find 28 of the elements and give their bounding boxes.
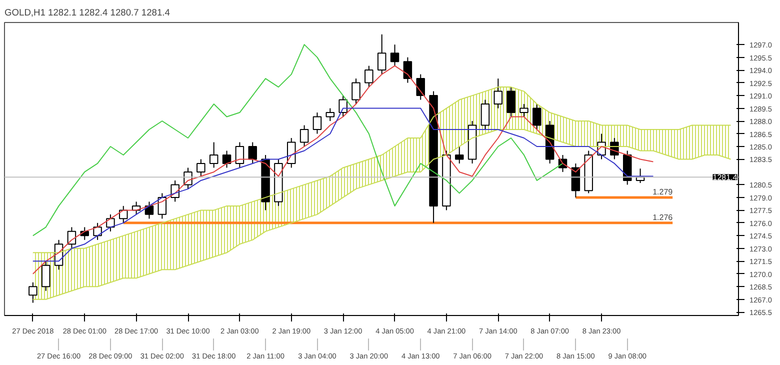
candlestick	[403, 56, 412, 84]
annotation: 1.276	[652, 212, 674, 222]
candlestick	[209, 142, 218, 168]
candlestick	[312, 112, 322, 134]
candlestick	[248, 142, 257, 164]
candlestick	[520, 104, 528, 118]
candlestick	[196, 158, 206, 177]
candlestick	[41, 260, 50, 292]
candlestick	[454, 146, 464, 164]
candlestick	[222, 150, 232, 168]
candlestick	[235, 142, 244, 168]
candlestick	[390, 44, 400, 66]
ref-line-label: 1281.4	[712, 173, 738, 182]
annotation: 1.279	[652, 187, 674, 196]
candlestick	[506, 86, 516, 118]
candlestick	[28, 282, 38, 304]
candlestick	[532, 104, 542, 130]
candlestick	[338, 95, 348, 118]
candlestick	[119, 205, 128, 224]
candlestick	[287, 138, 296, 168]
candlestick	[326, 108, 335, 122]
candlestick	[364, 65, 374, 88]
candlestick	[480, 99, 490, 130]
candlestick	[494, 78, 503, 109]
chart-title: GOLD,H1 1282.1 1282.4 1280.7 1281.4	[4, 8, 170, 18]
candlestick	[300, 124, 309, 147]
candlestick	[352, 78, 360, 105]
candlestick	[377, 34, 386, 75]
